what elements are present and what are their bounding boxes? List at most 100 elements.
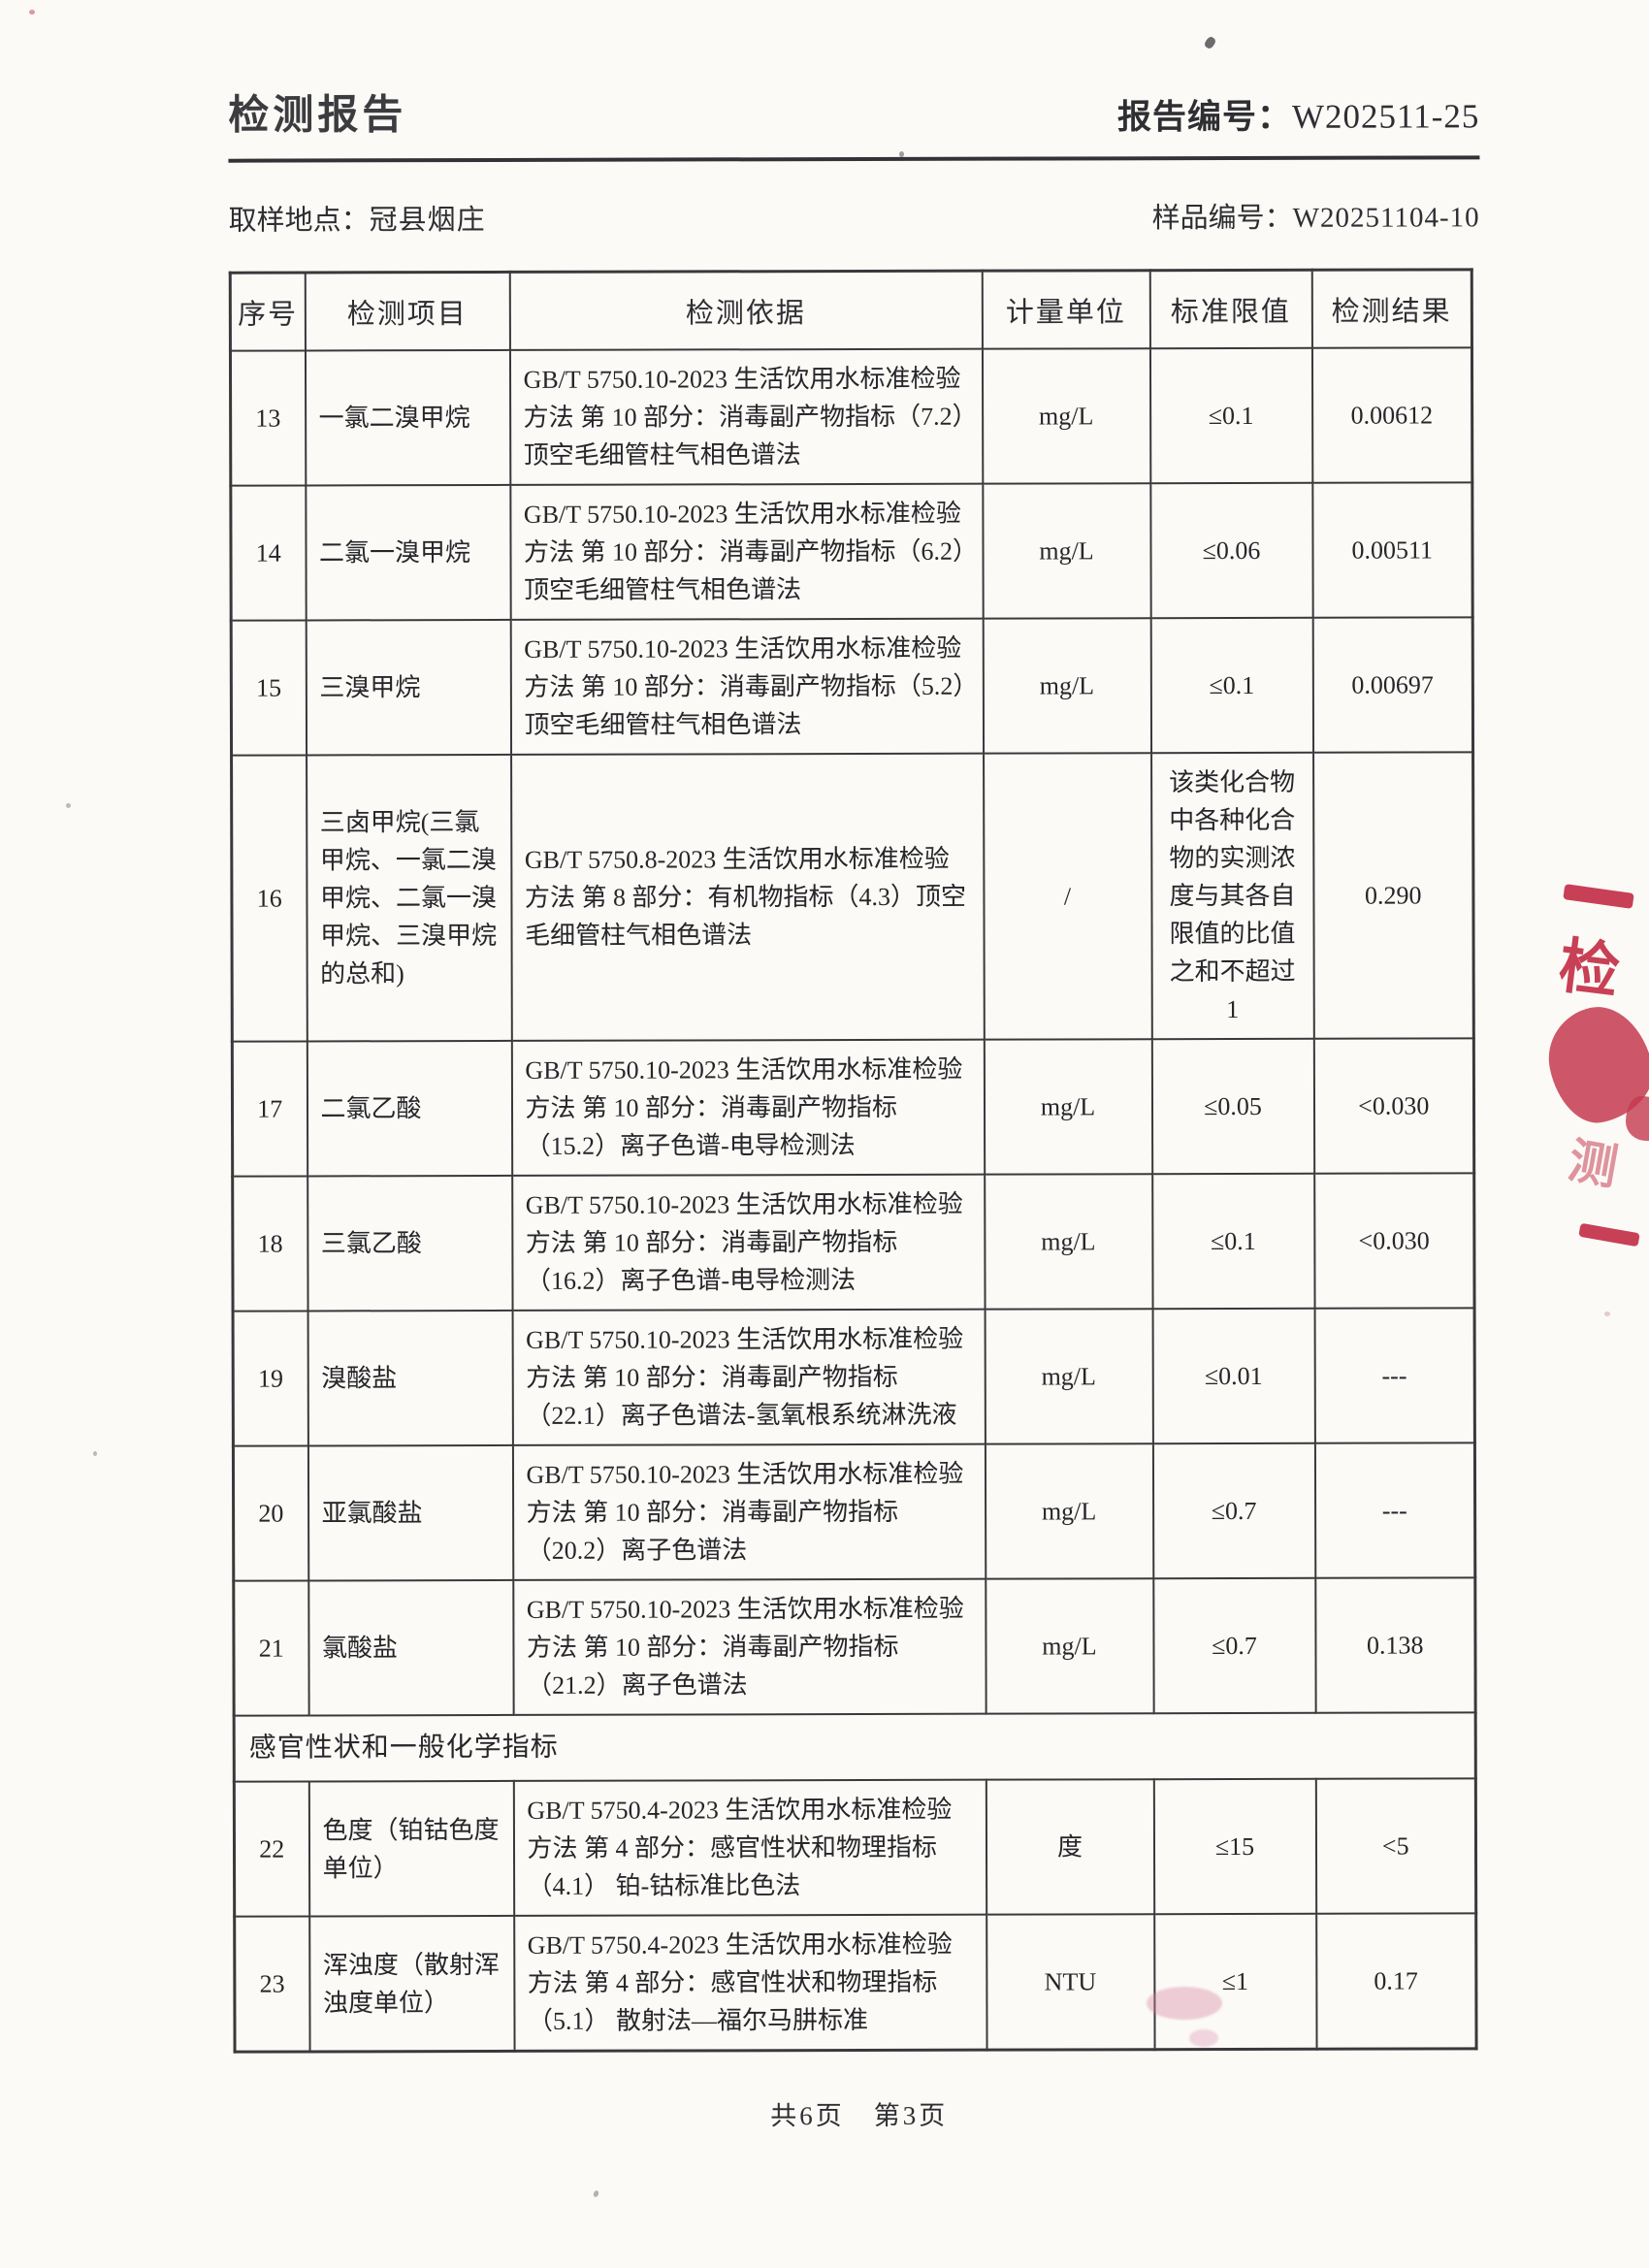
cell-method: GB/T 5750.10-2023 生活饮用水标准检验方法 第 10 部分：消毒… <box>511 1174 986 1311</box>
cell-no: 16 <box>231 755 307 1042</box>
cell-result: 0.290 <box>1312 752 1474 1039</box>
sample-number-value: W20251104-10 <box>1292 202 1480 234</box>
cell-limit: ≤15 <box>1153 1778 1316 1915</box>
cell-item: 色度（铂钴色度单位） <box>308 1780 514 1917</box>
cell-result: <5 <box>1315 1778 1476 1914</box>
cell-unit: / <box>983 753 1152 1040</box>
cell-result: --- <box>1314 1308 1475 1443</box>
table-row: 18 三氯乙酸 GB/T 5750.10-2023 生活饮用水标准检验方法 第 10… <box>232 1173 1475 1312</box>
scan-speck <box>592 2189 600 2198</box>
sampling-location-value: 冠县烟庄 <box>369 204 486 237</box>
cell-unit: mg/L <box>985 1443 1153 1579</box>
column-header-result: 检测结果 <box>1311 269 1472 348</box>
table-row: 19 溴酸盐 GB/T 5750.10-2023 生活饮用水标准检验方法 第 10 … <box>233 1308 1475 1446</box>
page-content: 检测报告 报告编号：W202511-25 取样地点：冠县烟庄 样品编号：W202… <box>228 76 1485 2133</box>
sample-number-label: 样品编号： <box>1151 202 1293 235</box>
page-title: 检测报告 <box>228 91 407 138</box>
column-header-unit: 计量单位 <box>982 270 1150 349</box>
cell-item: 溴酸盐 <box>307 1310 513 1446</box>
cell-no: 22 <box>234 1781 309 1917</box>
cell-unit: mg/L <box>983 618 1151 754</box>
section-title: 感官性状和一般化学指标 <box>234 1712 1476 1782</box>
cell-limit: ≤0.1 <box>1149 347 1312 484</box>
sample-meta: 取样地点：冠县烟庄 样品编号：W20251104-10 <box>229 194 1480 238</box>
stamp-blob <box>1538 997 1649 1131</box>
cell-item: 一氯二溴甲烷 <box>305 349 510 486</box>
cell-unit: mg/L <box>982 483 1151 619</box>
results-table-head: 序号 检测项目 检测依据 计量单位 标准限值 检测结果 <box>230 269 1472 351</box>
table-row: 13 一氯二溴甲烷 GB/T 5750.10-2023 生活饮用水标准检验方法 第 … <box>230 347 1472 486</box>
scan-speck <box>899 151 904 157</box>
scan-speck <box>29 10 35 15</box>
page-footer: 共6页 第3页 <box>770 2100 949 2131</box>
cell-method: GB/T 5750.10-2023 生活饮用水标准检验方法 第 10 部分：消毒… <box>511 1039 985 1176</box>
cell-method: GB/T 5750.10-2023 生活饮用水标准检验方法 第 10 部分：消毒… <box>509 348 983 485</box>
scan-speck <box>1604 1312 1610 1316</box>
scan-speck <box>93 1451 97 1456</box>
cell-no: 18 <box>232 1176 308 1312</box>
table-row: 14 二氯一溴甲烷 GB/T 5750.10-2023 生活饮用水标准检验方法 第 … <box>230 482 1473 621</box>
cell-no: 23 <box>234 1916 310 2053</box>
cell-no: 14 <box>230 485 307 621</box>
cell-limit: ≤0.05 <box>1151 1038 1314 1175</box>
stamp-char-bottom: 测 <box>1564 1133 1622 1195</box>
cell-item: 二氯乙酸 <box>307 1040 512 1177</box>
cell-unit: mg/L <box>984 1039 1152 1175</box>
cell-method: GB/T 5750.10-2023 生活饮用水标准检验方法 第 10 部分：消毒… <box>512 1578 986 1715</box>
cell-unit: mg/L <box>984 1174 1153 1310</box>
cell-item: 氯酸盐 <box>307 1579 514 1716</box>
cell-method: GB/T 5750.8-2023 生活饮用水标准检验方法 第 8 部分：有机物指… <box>510 753 985 1041</box>
table-row: 22 色度（铂钴色度单位） GB/T 5750.4-2023 生活饮用水标准检验方法… <box>234 1778 1476 1917</box>
cell-limit: ≤1 <box>1153 1913 1317 2050</box>
cell-unit: 度 <box>986 1779 1154 1915</box>
cell-item: 三卤甲烷(三氯甲烷、一氯二溴甲烷、二氯一溴甲烷、三溴甲烷的总和) <box>306 754 512 1042</box>
table-row: 17 二氯乙酸 GB/T 5750.10-2023 生活饮用水标准检验方法 第 10… <box>232 1038 1474 1177</box>
sampling-location-label: 取样地点： <box>228 205 370 237</box>
cell-limit: ≤0.1 <box>1151 1173 1315 1310</box>
column-header-no: 序号 <box>230 272 306 351</box>
column-header-method: 检测依据 <box>509 271 983 350</box>
cell-limit: ≤0.7 <box>1152 1442 1315 1579</box>
cell-no: 15 <box>231 620 307 756</box>
report-number-label: 报告编号： <box>1116 97 1292 137</box>
cell-limit: 该类化合物中各种化合物的实测浓度与其各自限值的比值之和不超过 1 <box>1150 752 1314 1040</box>
column-header-limit: 标准限值 <box>1149 270 1312 349</box>
table-section-row: 感官性状和一般化学指标 <box>234 1712 1476 1782</box>
cell-unit: mg/L <box>985 1309 1153 1444</box>
cell-limit: ≤0.06 <box>1149 482 1313 619</box>
cell-method: GB/T 5750.4-2023 生活饮用水标准检验方法 第 4 部分：感官性状… <box>513 1779 986 1916</box>
stamp-char-top: 检 <box>1555 932 1624 1007</box>
table-row: 20 亚氯酸盐 GB/T 5750.10-2023 生活饮用水标准检验方法 第 10… <box>233 1442 1475 1581</box>
cell-result: 0.00697 <box>1312 617 1473 753</box>
cell-no: 21 <box>233 1580 309 1716</box>
table-row: 16 三卤甲烷(三氯甲烷、一氯二溴甲烷、二氯一溴甲烷、三溴甲烷的总和) GB/T 5… <box>231 752 1474 1042</box>
pink-smudge <box>1147 1987 1222 2020</box>
cell-result: <0.030 <box>1313 1038 1474 1174</box>
cell-item: 二氯一溴甲烷 <box>305 484 511 621</box>
cell-unit: mg/L <box>982 348 1150 484</box>
cell-limit: ≤0.1 <box>1150 617 1313 754</box>
cell-result: 0.00612 <box>1311 347 1472 483</box>
cell-result: 0.00511 <box>1311 482 1473 618</box>
column-header-item: 检测项目 <box>305 272 510 351</box>
cell-no: 13 <box>230 350 306 486</box>
cell-result: --- <box>1314 1442 1475 1578</box>
header-row: 序号 检测项目 检测依据 计量单位 标准限值 检测结果 <box>230 269 1472 351</box>
table-row: 21 氯酸盐 GB/T 5750.10-2023 生活饮用水标准检验方法 第 10 … <box>233 1577 1476 1716</box>
report-header: 检测报告 报告编号：W202511-25 <box>228 76 1479 141</box>
stamp-stroke-bottom <box>1578 1222 1640 1247</box>
cell-limit: ≤0.7 <box>1152 1577 1316 1714</box>
scan-speck <box>1203 35 1217 50</box>
cell-unit: mg/L <box>985 1578 1154 1714</box>
cell-no: 17 <box>232 1041 307 1177</box>
cell-item: 亚氯酸盐 <box>307 1444 513 1581</box>
cell-result: 0.138 <box>1314 1577 1476 1713</box>
scan-speck <box>66 803 71 808</box>
cell-no: 20 <box>233 1445 308 1581</box>
cell-method: GB/T 5750.10-2023 生活饮用水标准检验方法 第 10 部分：消毒… <box>510 618 984 755</box>
cell-limit: ≤0.01 <box>1152 1308 1315 1444</box>
cell-method: GB/T 5750.4-2023 生活饮用水标准检验方法 第 4 部分：感官性状… <box>513 1914 987 2052</box>
cell-result: <0.030 <box>1313 1173 1475 1309</box>
cell-result: 0.17 <box>1315 1913 1477 2050</box>
